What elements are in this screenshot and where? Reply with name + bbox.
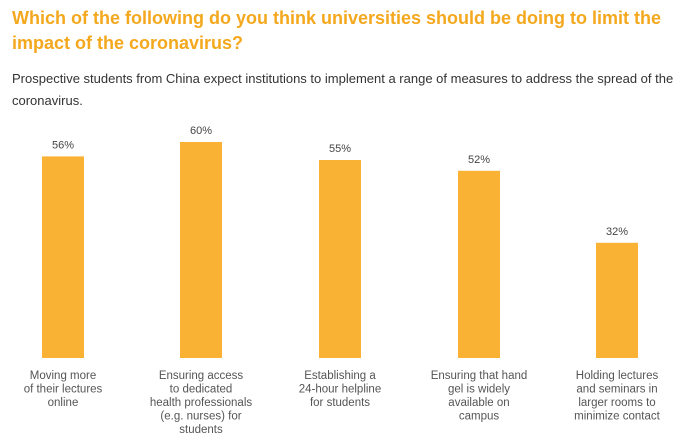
category-label-line: campus [459, 411, 500, 423]
bar-value-label-5: 32% [606, 226, 628, 238]
bar-1 [42, 156, 84, 358]
category-label-line: Ensuring that hand [431, 370, 528, 382]
category-label-line: health professionals [150, 397, 253, 409]
category-label-line: (e.g. nurses) for [160, 411, 241, 423]
category-label-5: Holding lectures and seminars in larger ro… [574, 370, 660, 423]
bar-value-label-3: 55% [329, 143, 351, 155]
chart-subtitle: Prospective students from China expect i… [12, 71, 674, 108]
category-label-line: minimize contact [574, 411, 660, 423]
category-label-line: Holding lectures [576, 370, 659, 382]
chart-title: Which of the following do you think univ… [12, 8, 661, 53]
category-label-line: and seminars in [576, 384, 657, 396]
bar-5 [596, 242, 638, 358]
category-label-line: available on [448, 397, 509, 409]
category-label-line: for students [310, 397, 370, 409]
category-label-line: gel is widely [448, 384, 510, 396]
category-label-line: 24-hour helpline [299, 384, 381, 396]
category-label-3: Establishing a 24-hour helpline for studen… [299, 370, 381, 409]
category-label-1: Moving more of their lectures online [24, 370, 103, 409]
category-label-line: Ensuring access [159, 370, 244, 382]
category-label-4: Ensuring that hand gel is widely available… [431, 370, 528, 423]
bar-value-label-2: 60% [190, 125, 212, 137]
category-label-line: Moving more [30, 370, 96, 382]
category-label-2: Ensuring access to dedicated health profes… [150, 370, 253, 436]
category-label-line: of their lectures [24, 384, 103, 396]
category-label-line: to dedicated [170, 384, 233, 396]
bar-4 [458, 170, 500, 358]
bar-value-label-1: 56% [52, 139, 74, 151]
category-label-line: students [179, 424, 223, 436]
bar-value-label-4: 52% [468, 154, 490, 166]
bar-3 [319, 160, 361, 358]
category-label-line: larger rooms to [578, 397, 655, 409]
category-label-line: Establishing a [304, 370, 376, 382]
category-label-line: online [48, 397, 79, 409]
bar-2 [180, 142, 222, 358]
